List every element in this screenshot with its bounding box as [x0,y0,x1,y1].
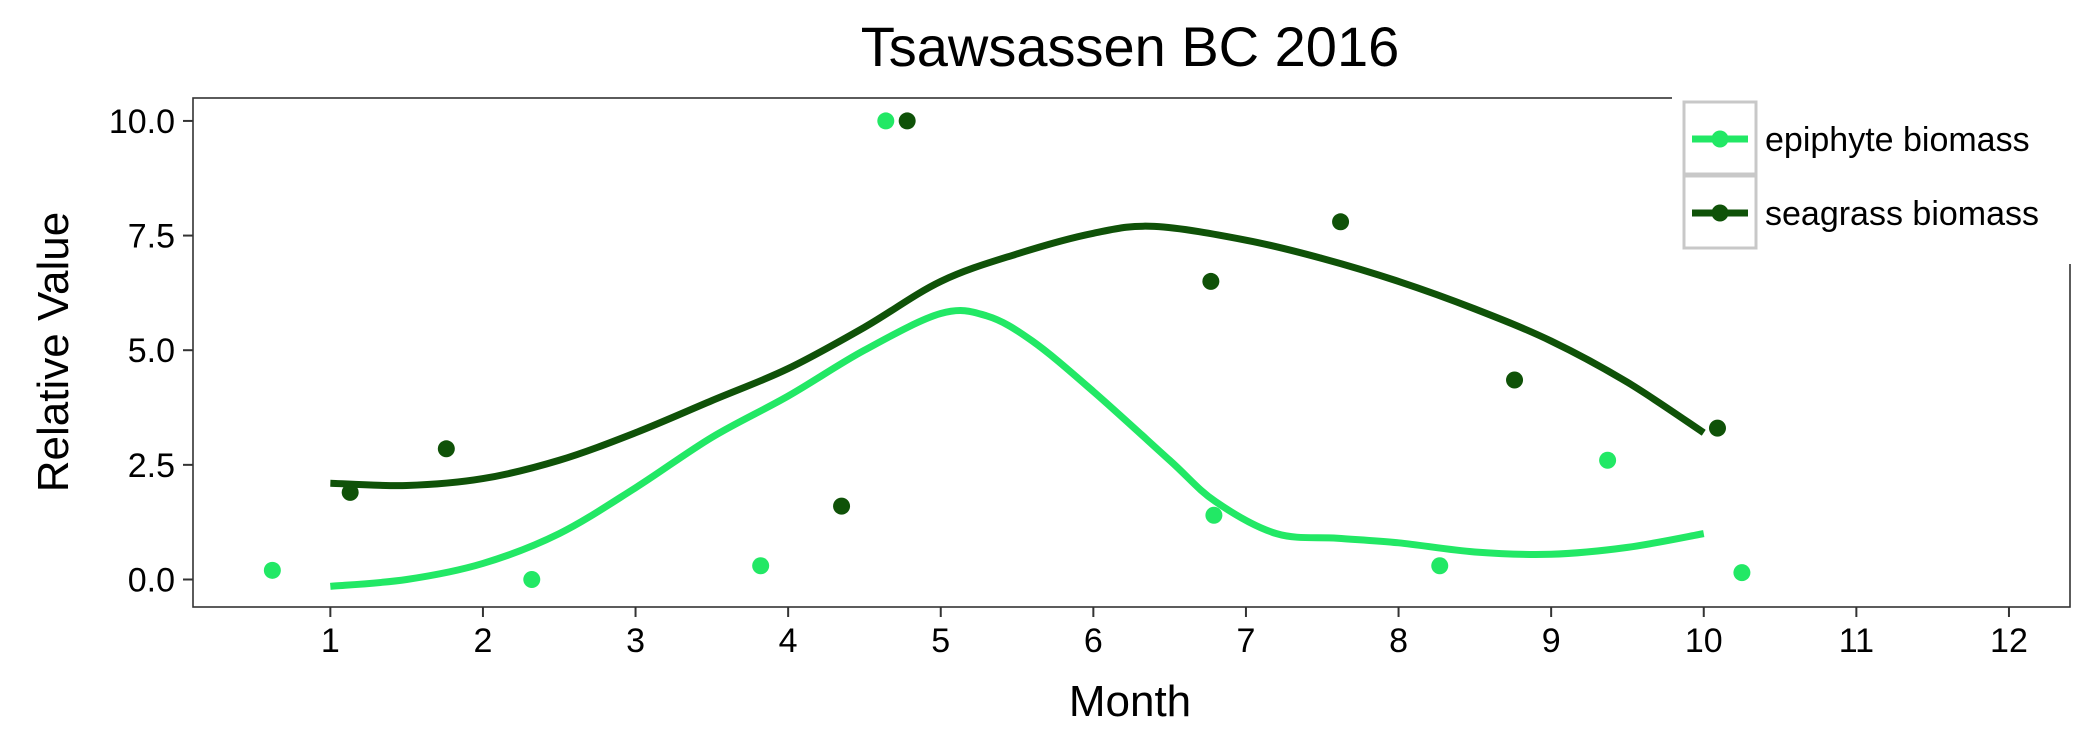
point-seagrass-biomass [341,483,359,501]
point-epiphyte-biomass [1205,506,1223,524]
y-tick-label: 2.5 [128,447,175,485]
point-seagrass-biomass [1202,272,1220,290]
x-tick-label: 11 [1839,622,1874,660]
plot-border [192,97,2071,608]
x-tick-label: 3 [626,622,645,660]
x-tick-label: 7 [1236,622,1255,660]
point-epiphyte-biomass [263,561,281,579]
x-tick-label: 10 [1685,622,1723,660]
point-seagrass-biomass [1506,371,1524,389]
axes: 1 2 3 4 5 6 7 8 9 10 11 120.02.55.07.510.0 [109,103,2028,660]
point-epiphyte-biomass [1733,564,1751,582]
point-seagrass-biomass [833,497,851,515]
x-tick-label: 5 [931,622,950,660]
y-tick-label: 5.0 [128,332,175,370]
y-axis-label: Relative Value [29,212,78,492]
point-seagrass-biomass [898,112,916,130]
legend-key-point [1711,204,1729,222]
legend: epiphyte biomass seagrass biomass [1672,92,2100,264]
smooth-line-epiphyte-biomass [330,307,1705,590]
point-epiphyte-biomass [752,557,770,575]
point-epiphyte-biomass [1431,557,1449,575]
x-tick-label: 6 [1084,622,1103,660]
point-seagrass-biomass [1332,213,1350,231]
legend-label: epiphyte biomass [1765,121,2030,159]
x-axis-label: Month [1069,677,1191,726]
y-tick-label: 10.0 [109,103,175,141]
point-seagrass-biomass [1708,419,1726,437]
smooth-lines [330,222,1706,590]
point-epiphyte-biomass [1599,451,1617,469]
legend-key-point [1711,130,1729,148]
y-tick-label: 0.0 [128,561,175,599]
point-epiphyte-biomass [523,570,541,588]
point-epiphyte-biomass [877,112,895,130]
plot-panel [192,97,2071,608]
x-tick-label: 8 [1389,622,1408,660]
x-tick-label: 9 [1542,622,1561,660]
x-tick-label: 2 [473,622,492,660]
legend-label: seagrass biomass [1765,195,2039,233]
smooth-line-seagrass-biomass [330,222,1706,490]
chart-title: Tsawsassen BC 2016 [861,15,1400,78]
x-tick-label: 4 [779,622,798,660]
y-tick-label: 7.5 [128,218,175,256]
x-tick-label: 1 [321,622,340,660]
data-points [263,112,1751,588]
x-tick-label: 12 [1990,622,2028,660]
point-seagrass-biomass [437,440,455,458]
